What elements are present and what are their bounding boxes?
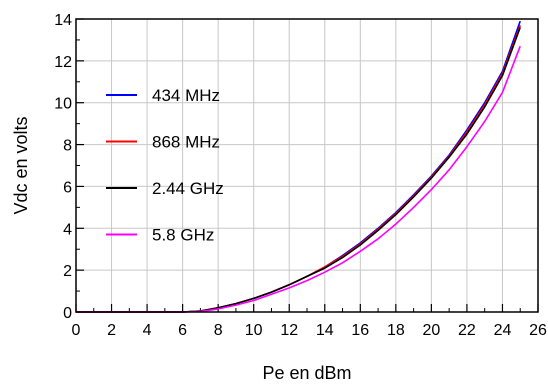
x-tick-label: 12 bbox=[280, 322, 298, 339]
y-tick-label: 12 bbox=[54, 54, 72, 71]
legend-label: 5.8 GHz bbox=[152, 226, 214, 245]
x-tick-label: 2 bbox=[107, 322, 116, 339]
y-tick-labels: 0 2 4 6 8 10 12 14 bbox=[54, 12, 72, 322]
x-tick-label: 8 bbox=[214, 322, 223, 339]
y-tick-label: 4 bbox=[63, 221, 72, 238]
y-tick-label: 10 bbox=[54, 96, 72, 113]
legend: 434 MHz 868 MHz 2.44 GHz 5.8 GHz bbox=[106, 86, 224, 245]
y-tick-label: 14 bbox=[54, 12, 72, 29]
legend-label: 434 MHz bbox=[152, 86, 220, 105]
x-tick-label: 26 bbox=[529, 322, 547, 339]
x-tick-label: 20 bbox=[422, 322, 440, 339]
x-tick-label: 16 bbox=[351, 322, 369, 339]
y-tick-label: 8 bbox=[63, 138, 72, 155]
series-line-434-mhz bbox=[76, 20, 521, 313]
y-tick-label: 2 bbox=[63, 263, 72, 280]
x-tick-labels: 0 2 4 6 8 10 12 14 16 18 20 22 24 26 bbox=[72, 322, 547, 339]
series-line-2-44-ghz bbox=[76, 27, 521, 313]
series-line-868-mhz bbox=[76, 25, 521, 313]
x-tick-label: 24 bbox=[494, 322, 512, 339]
x-tick-label: 14 bbox=[316, 322, 334, 339]
series-line-5-8-ghz bbox=[76, 45, 521, 313]
plot-frame bbox=[75, 18, 539, 313]
x-axis-title: Pe en dBm bbox=[262, 363, 351, 383]
x-tick-label: 4 bbox=[143, 322, 152, 339]
x-tick-label: 22 bbox=[458, 322, 476, 339]
x-tick-label: 0 bbox=[72, 322, 81, 339]
legend-label: 868 MHz bbox=[152, 133, 220, 152]
series-group bbox=[76, 20, 521, 313]
legend-label: 2.44 GHz bbox=[152, 179, 224, 198]
y-tick-label: 0 bbox=[63, 305, 72, 322]
x-tick-label: 10 bbox=[245, 322, 263, 339]
x-tick-label: 6 bbox=[178, 322, 187, 339]
axis-ticks bbox=[75, 18, 539, 313]
y-axis-title: Vdc en volts bbox=[11, 116, 31, 214]
grid bbox=[75, 18, 539, 313]
x-tick-label: 18 bbox=[387, 322, 405, 339]
y-tick-label: 6 bbox=[63, 179, 72, 196]
